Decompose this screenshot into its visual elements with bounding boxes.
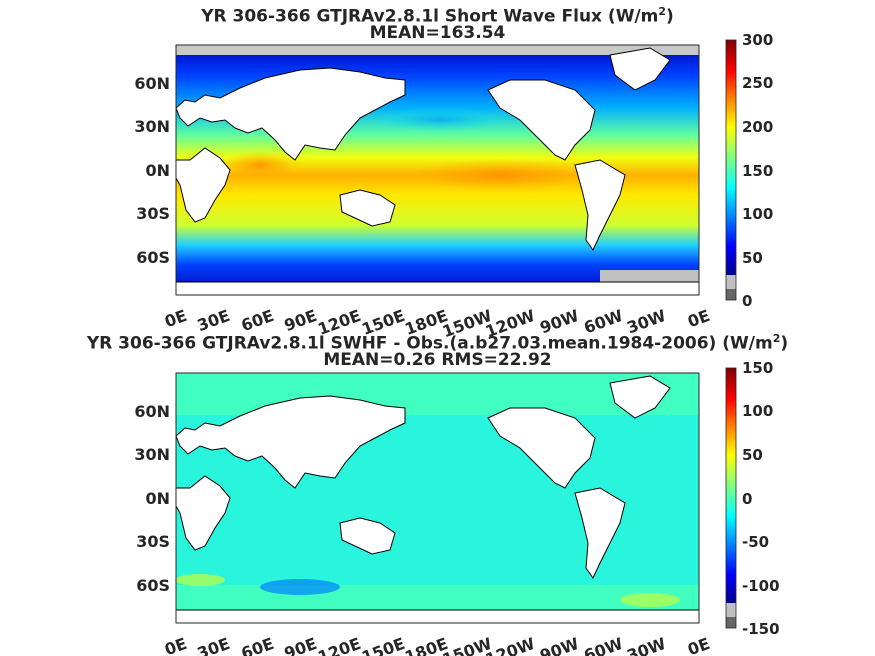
- panel1-colorbar-ramp: [726, 40, 736, 275]
- panel2-cb-tick-neg150: -150: [742, 620, 780, 638]
- panel1-xtick-2: 60E: [239, 306, 277, 335]
- panel2-cb-tick-neg100: -100: [742, 577, 780, 595]
- panel1-map: [175, 44, 700, 296]
- panel1-antarctica: [175, 281, 700, 296]
- panel1-cb-tick-250: 250: [742, 74, 773, 92]
- panel2-neg-anomaly: [260, 579, 340, 595]
- panel1-frame: [175, 44, 700, 296]
- panel1-colorbar: 300 250 200 150 100 50 0: [725, 31, 773, 310]
- panel2-xtick-10: 60W: [581, 634, 625, 656]
- panel1-missing-north: [176, 45, 699, 55]
- panel1-xtick-8: 120W: [483, 306, 538, 341]
- panel2-frame: [175, 372, 700, 624]
- panel1-cb-tick-100: 100: [742, 205, 773, 223]
- panel2-colorbar-missing: [726, 603, 736, 617]
- panel2-subtitle: MEAN=0.26 RMS=22.92: [323, 350, 552, 370]
- panel1-title: YR 306-366 GTJRAv2.8.1l Short Wave Flux …: [201, 5, 674, 27]
- panel1-colorbar-frame: [725, 39, 737, 301]
- panel1-xtick-4: 120E: [315, 306, 363, 339]
- panel2-eurasia: [175, 395, 406, 489]
- panel1-cb-tick-200: 200: [742, 118, 773, 136]
- panel1-south-america: [574, 159, 626, 251]
- panel2-title: YR 306-366 GTJRAv2.8.1l SWHF - Obs.(a.b2…: [86, 332, 789, 354]
- panel1-cb-tick-0: 0: [742, 292, 752, 310]
- panel1-subtitle: MEAN=163.54: [369, 23, 506, 43]
- panel2-colorbar-land: [726, 617, 736, 628]
- panel2-ytick-60s: 60S: [136, 576, 170, 595]
- panel1-y-axis: 60N 30N 0N 30S 60S: [134, 74, 170, 267]
- panel1-ytick-30s: 30S: [136, 204, 170, 223]
- panel2-xtick-3: 90E: [282, 634, 320, 656]
- panel2-antarctica: [175, 609, 700, 624]
- panel1-ytick-30n: 30N: [134, 117, 170, 136]
- panel1-warm-indian: [220, 151, 300, 179]
- panel1-xtick-10: 60W: [581, 306, 625, 338]
- panel1-africa: [175, 147, 231, 223]
- panel2-xtick-1: 30E: [195, 634, 233, 656]
- panel1-cool-npacific: [370, 108, 510, 132]
- panel2-map: [175, 372, 700, 624]
- panel2-colorbar-ramp: [726, 368, 736, 603]
- panel1-xtick-1: 30E: [195, 306, 233, 335]
- panel2-south-america: [574, 487, 626, 579]
- panel2-ytick-30s: 30S: [136, 532, 170, 551]
- panel1-ytick-0n: 0N: [145, 161, 170, 180]
- panel2-north-america: [487, 407, 596, 489]
- panel2-colorbar-frame: [725, 367, 737, 629]
- panel1-cb-tick-50: 50: [742, 249, 763, 267]
- panel1-colorbar-land: [726, 289, 736, 300]
- panel2-xtick-0: 0E: [162, 634, 189, 656]
- panel1-xtick-5: 150E: [359, 306, 407, 339]
- panel1-cb-tick-300: 300: [742, 31, 773, 49]
- panel2-pos-anomaly: [175, 574, 225, 586]
- panel2-colorbar: 150 100 50 0 -50 -100 -150: [725, 359, 780, 638]
- panel1-ytick-60n: 60N: [134, 74, 170, 93]
- panel2-africa: [175, 475, 231, 551]
- panel2-cb-tick-50: 50: [742, 446, 763, 464]
- panel1-north-america: [487, 79, 596, 161]
- panel1-colorbar-missing: [726, 275, 736, 289]
- panel1-eurasia: [175, 67, 406, 161]
- panel2-xtick-9: 90W: [537, 634, 581, 656]
- panel1-cb-tick-150: 150: [742, 162, 773, 180]
- panel2-pos-anomaly-2: [620, 593, 680, 607]
- panel2-x-axis: 0E 30E 60E 90E 120E 150E 180E 150W 120W …: [162, 634, 712, 656]
- panel2-xtick-12: 0E: [685, 634, 712, 656]
- panel2-ytick-60n: 60N: [134, 402, 170, 421]
- panel2-greenland: [609, 375, 671, 419]
- panel2-y-axis: 60N 30N 0N 30S 60S: [134, 402, 170, 595]
- panel1-x-axis: 0E 30E 60E 90E 120E 150E 180E 150W 120W …: [162, 306, 712, 341]
- panel1-xtick-0: 0E: [162, 306, 189, 331]
- panel1-warm-pacific: [410, 159, 590, 191]
- panel2-xtick-11: 30W: [624, 634, 668, 656]
- panel1-greenland: [609, 47, 671, 91]
- panel1-australia: [339, 189, 396, 227]
- panel2-cb-tick-100: 100: [742, 402, 773, 420]
- panel2-cb-tick-neg50: -50: [742, 533, 769, 551]
- panel2-cb-tick-0: 0: [742, 490, 752, 508]
- panel2-cb-tick-150: 150: [742, 359, 773, 377]
- panel1-xtick-11: 30W: [624, 306, 668, 338]
- panel1-land: [175, 47, 700, 296]
- panel2-ytick-30n: 30N: [134, 445, 170, 464]
- panel2-australia: [339, 517, 396, 555]
- panel1-xtick-12: 0E: [685, 306, 712, 331]
- panel2-xtick-2: 60E: [239, 634, 277, 656]
- panel1-ytick-60s: 60S: [136, 248, 170, 267]
- panel2-xtick-5: 150E: [359, 634, 407, 656]
- panel2-ytick-0n: 0N: [145, 489, 170, 508]
- panel2-xtick-4: 120E: [315, 634, 363, 656]
- panel2-land: [175, 375, 700, 624]
- panel1-xtick-9: 90W: [537, 306, 581, 338]
- panel1-xtick-3: 90E: [282, 306, 320, 335]
